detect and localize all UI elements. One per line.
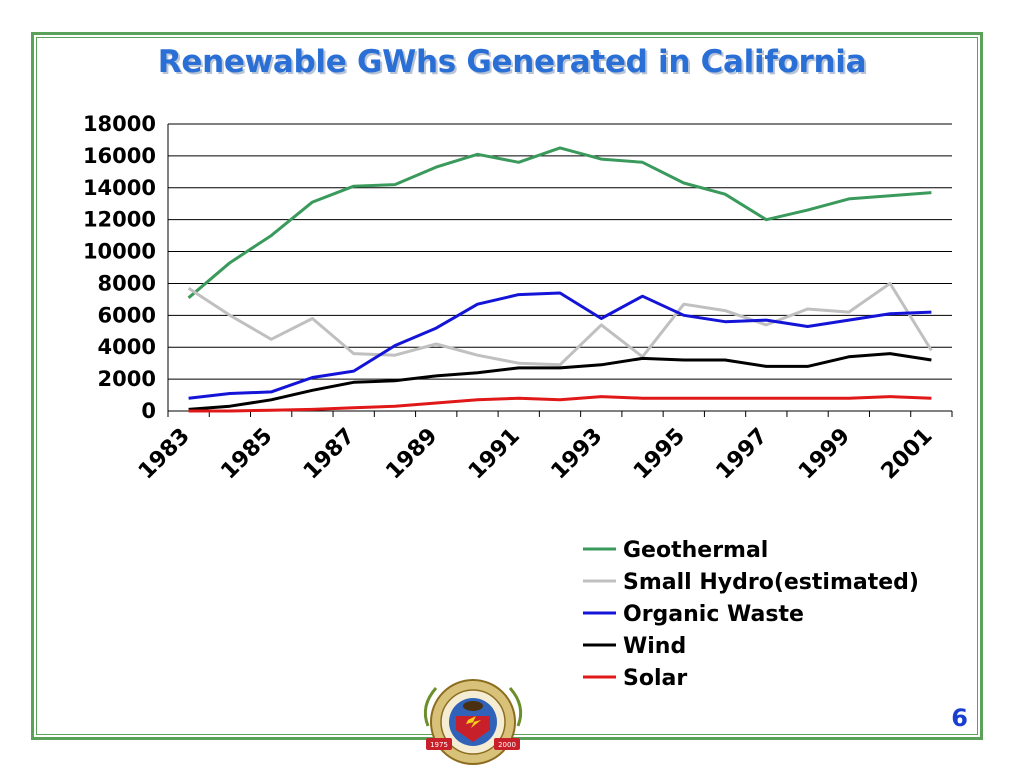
series-line-geothermal <box>187 146 932 299</box>
y-tick-label: 0 <box>141 399 156 423</box>
seal-year-right: 2000 <box>498 741 516 749</box>
y-tick-label: 18000 <box>83 112 156 136</box>
energy-commission-seal: 1975 2000 <box>423 679 523 765</box>
y-tick-label: 10000 <box>83 240 156 264</box>
y-tick-label: 12000 <box>83 208 156 232</box>
page-number: 6 <box>951 704 968 732</box>
legend-label: Solar <box>623 666 687 691</box>
y-tick-label: 6000 <box>98 303 156 327</box>
series-line-organic-waste <box>188 291 932 400</box>
x-tick-label: 1997 <box>712 424 773 485</box>
seal-year-left: 1975 <box>430 741 448 749</box>
y-tick-label: 16000 <box>83 144 156 168</box>
x-tick-label: 1989 <box>381 424 442 485</box>
y-tick-label: 14000 <box>83 176 156 200</box>
y-tick-label: 8000 <box>98 271 156 295</box>
y-tick-label: 4000 <box>98 335 156 359</box>
x-tick-label: 1999 <box>794 424 855 485</box>
legend-label: Geothermal <box>623 538 768 563</box>
legend-label: Small Hydro(estimated) <box>623 570 919 595</box>
x-tick-label: 1987 <box>299 424 360 485</box>
x-tick-label: 1983 <box>134 424 195 485</box>
y-tick-label: 2000 <box>98 367 156 391</box>
series-line-wind <box>188 352 932 411</box>
legend-label: Organic Waste <box>623 602 804 627</box>
x-tick-label: 1993 <box>547 424 608 485</box>
x-tick-label: 1995 <box>629 424 690 485</box>
x-tick-label: 1985 <box>216 424 277 485</box>
series-line-small-hydro-estimated <box>187 281 933 367</box>
series-line-solar <box>188 395 932 413</box>
legend-label: Wind <box>623 634 686 659</box>
x-tick-label: 2001 <box>877 424 938 485</box>
x-tick-label: 1991 <box>464 424 525 485</box>
slide-title: Renewable GWhs Generated in California <box>157 44 867 80</box>
